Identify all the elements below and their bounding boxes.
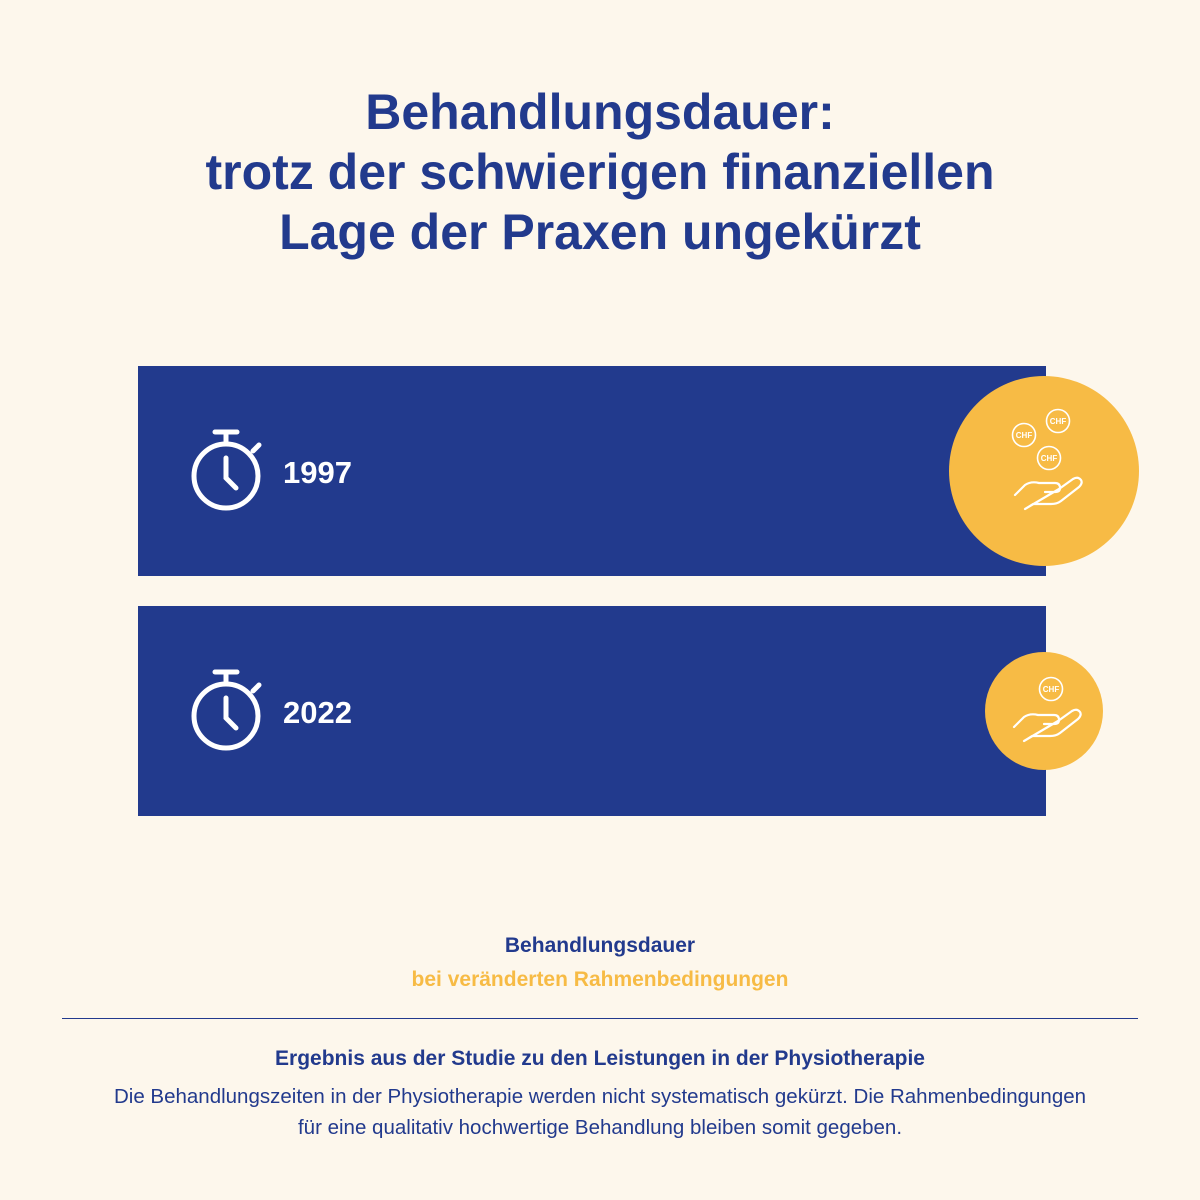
chart-title-line-2: trotz der schwierigen finanziellen: [205, 144, 995, 200]
svg-text:CHF: CHF: [1041, 454, 1058, 463]
chart-title-line-3: Lage der Praxen ungekürzt: [279, 204, 921, 260]
note-heading: Ergebnis aus der Studie zu den Leistunge…: [275, 1047, 925, 1070]
svg-text:CHF: CHF: [1016, 431, 1033, 440]
svg-text:CHF: CHF: [1050, 417, 1067, 426]
legend-label-duration: Behandlungsdauer: [504, 934, 696, 957]
note-body: Die Behandlungszeiten in der Physiothera…: [113, 1085, 1087, 1139]
svg-text:CHF: CHF: [1043, 685, 1060, 694]
chart-title: Behandlungsdauer: trotz der schwierigen …: [0, 82, 1200, 262]
stopwatch-icon: [191, 669, 262, 751]
money-circle-1997: CHF CHF CHF: [949, 376, 1139, 566]
money-circle-2022: CHF: [985, 652, 1103, 770]
divider: [62, 1018, 1138, 1019]
hand-with-chf-coins-icon: CHF CHF CHF: [1011, 408, 1083, 511]
bar-label-2022: 2022: [283, 695, 352, 730]
bar-label-1997: 1997: [283, 455, 352, 490]
bar-1997: [138, 366, 1046, 576]
stopwatch-icon: [191, 429, 262, 511]
bar-2022: [138, 606, 1046, 816]
hand-with-chf-coins-icon: CHF: [1012, 676, 1082, 743]
legend-label-conditions: bei veränderten Rahmenbedingungen: [411, 968, 789, 991]
chart-title-line-1: Behandlungsdauer:: [365, 84, 835, 140]
